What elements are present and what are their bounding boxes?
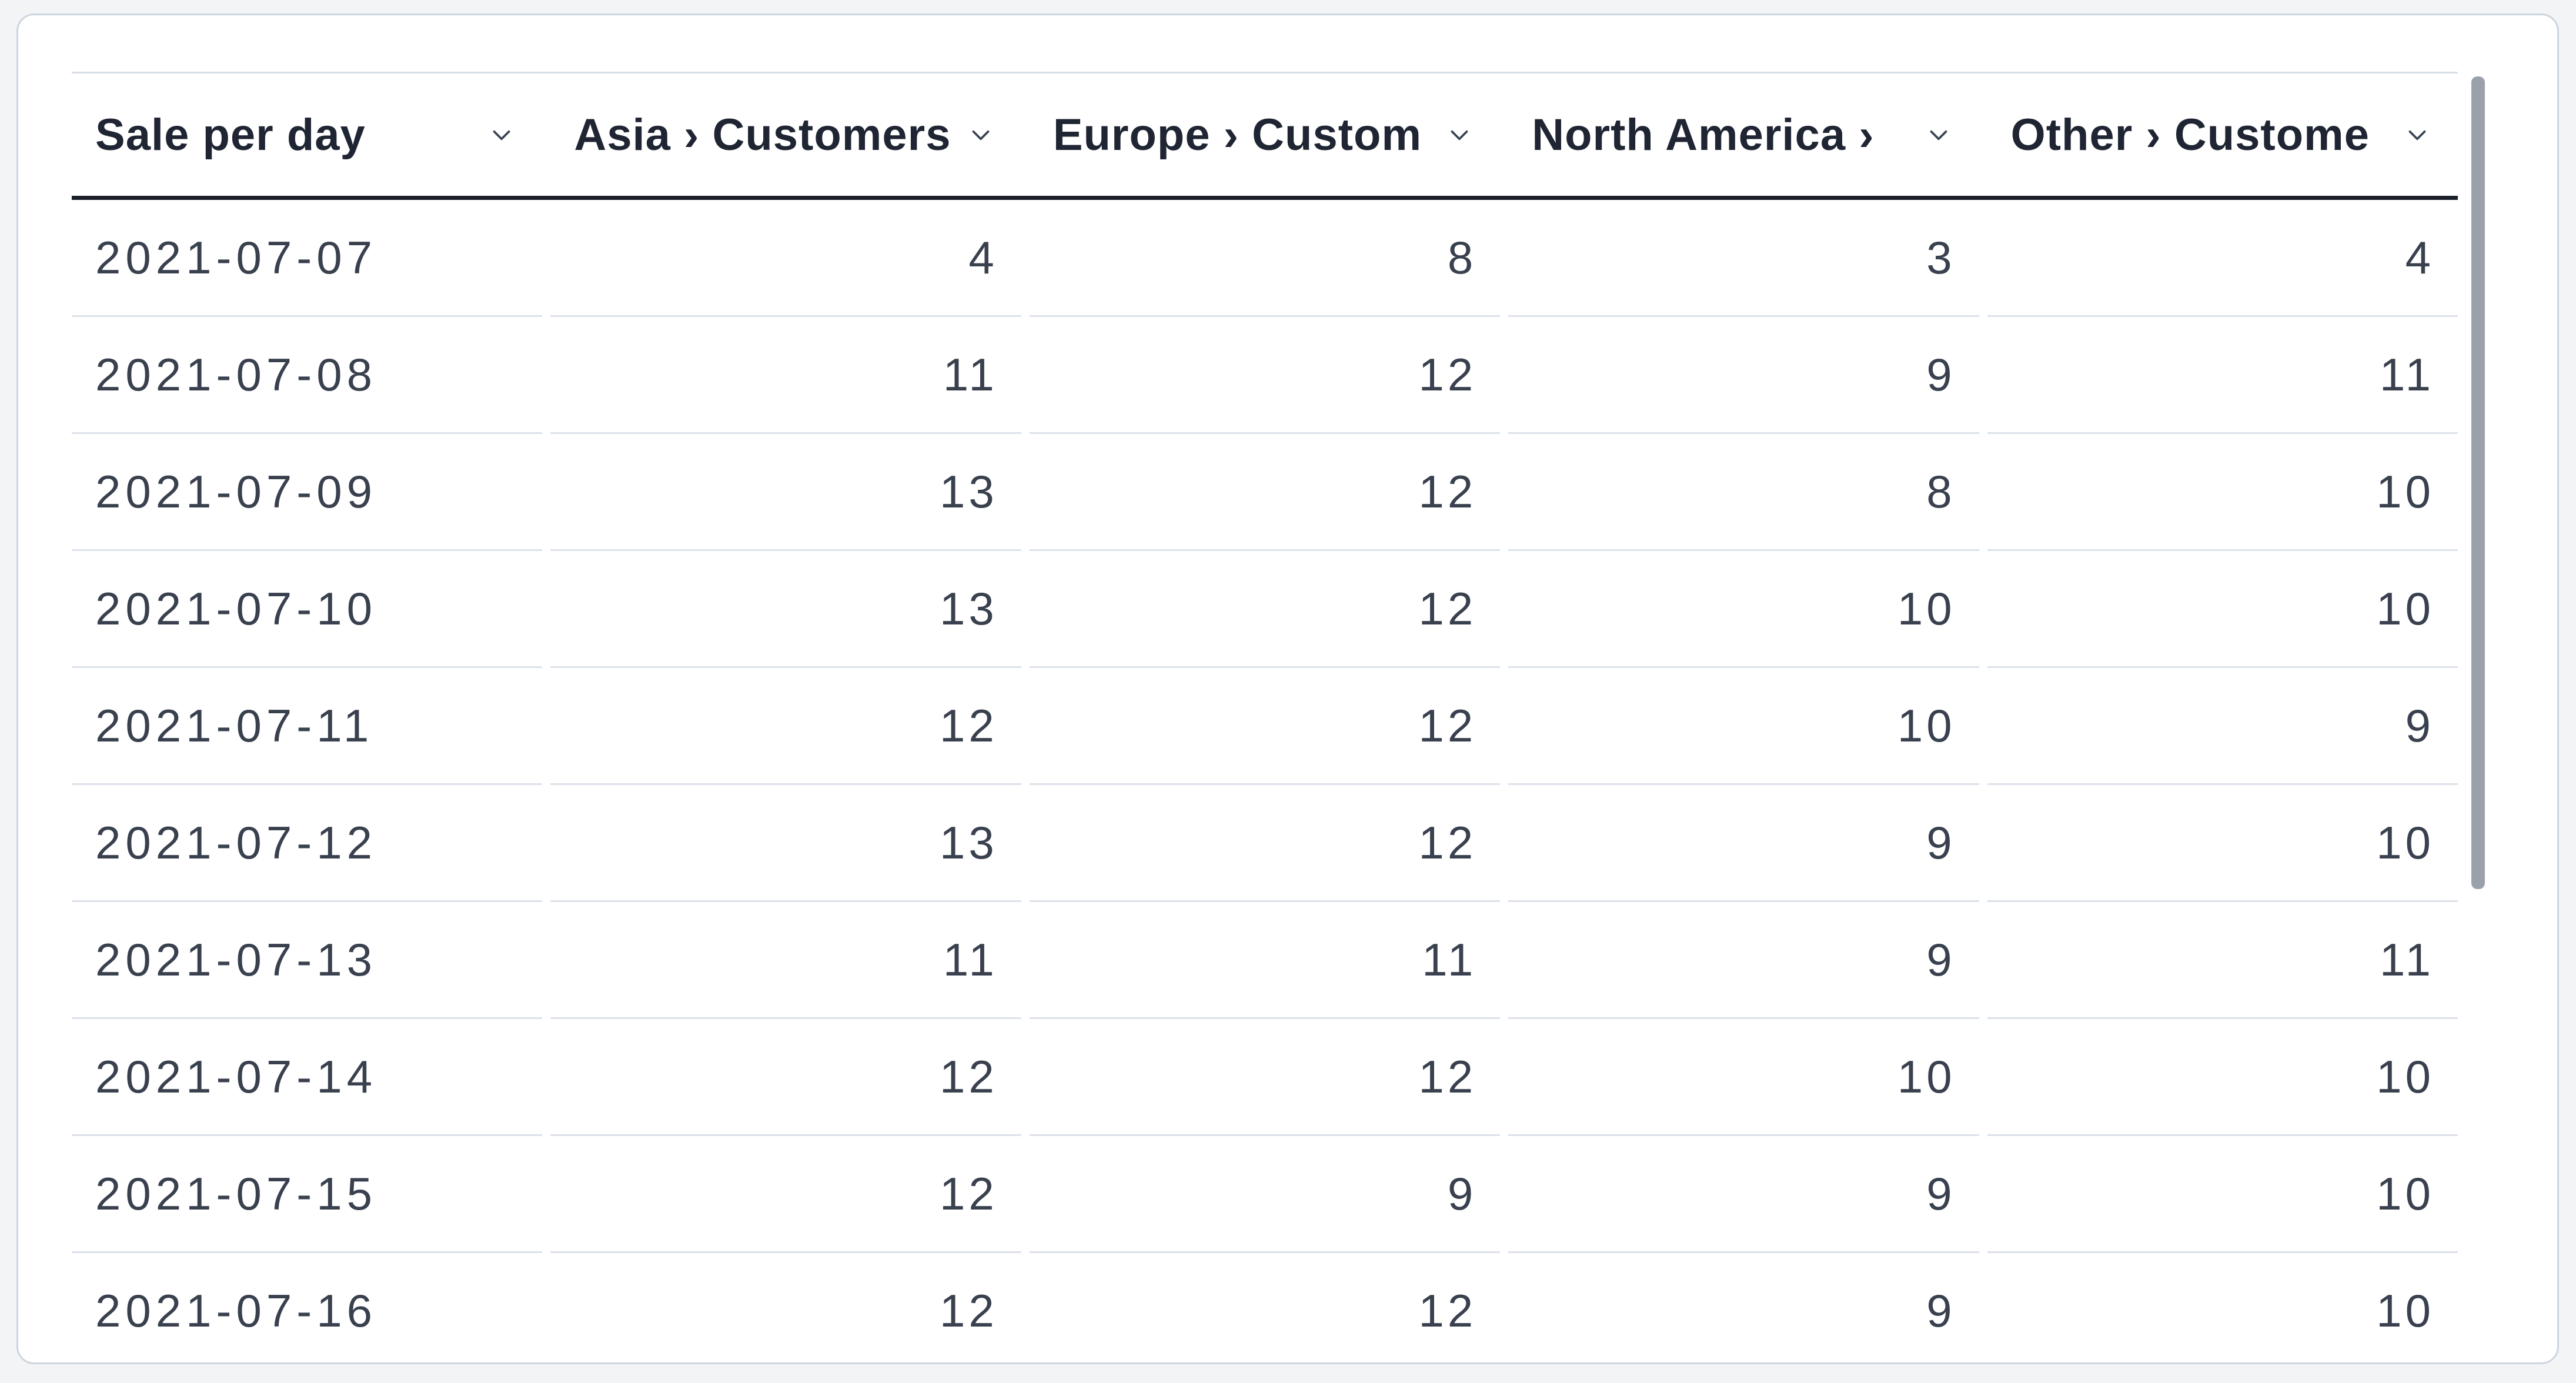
cell-other: 11 (1987, 317, 2458, 434)
cell-other: 10 (1987, 1253, 2458, 1362)
cell-asia: 12 (550, 1136, 1021, 1253)
table-card: Sale per day Asia › Customers Europe › C… (16, 14, 2559, 1364)
cell-other: 9 (1987, 668, 2458, 785)
cell-north-america: 9 (1508, 902, 1979, 1019)
table-body: 2021-07-07 4 8 3 4 2021-07-08 11 12 9 11… (72, 200, 2458, 1362)
cell-asia: 4 (550, 200, 1021, 317)
table-row: 2021-07-09 13 12 8 10 (72, 434, 2458, 551)
cell-other: 4 (1987, 200, 2458, 317)
data-table: Sale per day Asia › Customers Europe › C… (72, 72, 2458, 1362)
cell-europe: 8 (1029, 200, 1501, 317)
column-header-label: Europe › Custom (1053, 109, 1422, 160)
column-header-label: Sale per day (95, 109, 366, 160)
cell-date: 2021-07-08 (72, 317, 543, 434)
cell-date: 2021-07-15 (72, 1136, 543, 1253)
cell-other: 11 (1987, 902, 2458, 1019)
cell-north-america: 9 (1508, 1136, 1979, 1253)
cell-other: 10 (1987, 1136, 2458, 1253)
cell-asia: 13 (550, 434, 1021, 551)
cell-north-america: 10 (1508, 551, 1979, 668)
column-header-europe-customers[interactable]: Europe › Custom (1030, 74, 1500, 196)
cell-north-america: 9 (1508, 317, 1979, 434)
cell-date: 2021-07-11 (72, 668, 543, 785)
cell-europe: 12 (1029, 434, 1501, 551)
cell-other: 10 (1987, 1019, 2458, 1136)
cell-asia: 11 (550, 317, 1021, 434)
cell-asia: 12 (550, 1019, 1021, 1136)
cell-north-america: 10 (1508, 1019, 1979, 1136)
cell-asia: 12 (550, 668, 1021, 785)
chevron-down-icon (493, 130, 510, 141)
column-header-north-america-customers[interactable]: North America › (1508, 74, 1979, 196)
table-row: 2021-07-15 12 9 9 10 (72, 1136, 2458, 1253)
column-header-label: North America › (1532, 109, 1875, 160)
table-row: 2021-07-12 13 12 9 10 (72, 785, 2458, 902)
cell-europe: 9 (1029, 1136, 1501, 1253)
cell-north-america: 9 (1508, 785, 1979, 902)
table-row: 2021-07-16 12 12 9 10 (72, 1253, 2458, 1362)
cell-other: 10 (1987, 785, 2458, 902)
cell-europe: 12 (1029, 668, 1501, 785)
cell-europe: 12 (1029, 1019, 1501, 1136)
cell-europe: 12 (1029, 785, 1501, 902)
cell-date: 2021-07-16 (72, 1253, 542, 1362)
table-row: 2021-07-13 11 11 9 11 (72, 902, 2458, 1019)
table-row: 2021-07-14 12 12 10 10 (72, 1019, 2458, 1136)
cell-date: 2021-07-07 (72, 200, 543, 317)
cell-north-america: 10 (1508, 668, 1979, 785)
column-header-other-customers[interactable]: Other › Custome (1987, 74, 2458, 196)
cell-europe: 12 (1030, 1253, 1500, 1362)
cell-other: 10 (1987, 551, 2458, 668)
chevron-down-icon (1451, 130, 1468, 141)
table-row: 2021-07-10 13 12 10 10 (72, 551, 2458, 668)
cell-date: 2021-07-12 (72, 785, 543, 902)
column-header-label: Other › Custome (2010, 109, 2370, 160)
cell-asia: 13 (550, 785, 1021, 902)
cell-north-america: 9 (1508, 1253, 1979, 1362)
column-header-asia-customers[interactable]: Asia › Customers (550, 74, 1021, 196)
table-row: 2021-07-11 12 12 10 9 (72, 668, 2458, 785)
table-header-row: Sale per day Asia › Customers Europe › C… (72, 72, 2458, 200)
column-header-sale-per-day[interactable]: Sale per day (72, 74, 542, 196)
column-header-label: Asia › Customers (574, 109, 951, 160)
chevron-down-icon (2408, 130, 2426, 141)
cell-europe: 11 (1029, 902, 1501, 1019)
table-row: 2021-07-07 4 8 3 4 (72, 200, 2458, 317)
chevron-down-icon (1930, 130, 1947, 141)
cell-other: 10 (1987, 434, 2458, 551)
cell-date: 2021-07-10 (72, 551, 543, 668)
table-row: 2021-07-08 11 12 9 11 (72, 317, 2458, 434)
cell-europe: 12 (1029, 317, 1501, 434)
cell-date: 2021-07-09 (72, 434, 543, 551)
cell-north-america: 8 (1508, 434, 1979, 551)
cell-europe: 12 (1029, 551, 1501, 668)
chevron-down-icon (972, 130, 990, 141)
cell-date: 2021-07-13 (72, 902, 543, 1019)
cell-date: 2021-07-14 (72, 1019, 543, 1136)
cell-north-america: 3 (1508, 200, 1979, 317)
cell-asia: 11 (550, 902, 1021, 1019)
cell-asia: 13 (550, 551, 1021, 668)
vertical-scrollbar-thumb[interactable] (2471, 76, 2485, 889)
cell-asia: 12 (550, 1253, 1021, 1362)
